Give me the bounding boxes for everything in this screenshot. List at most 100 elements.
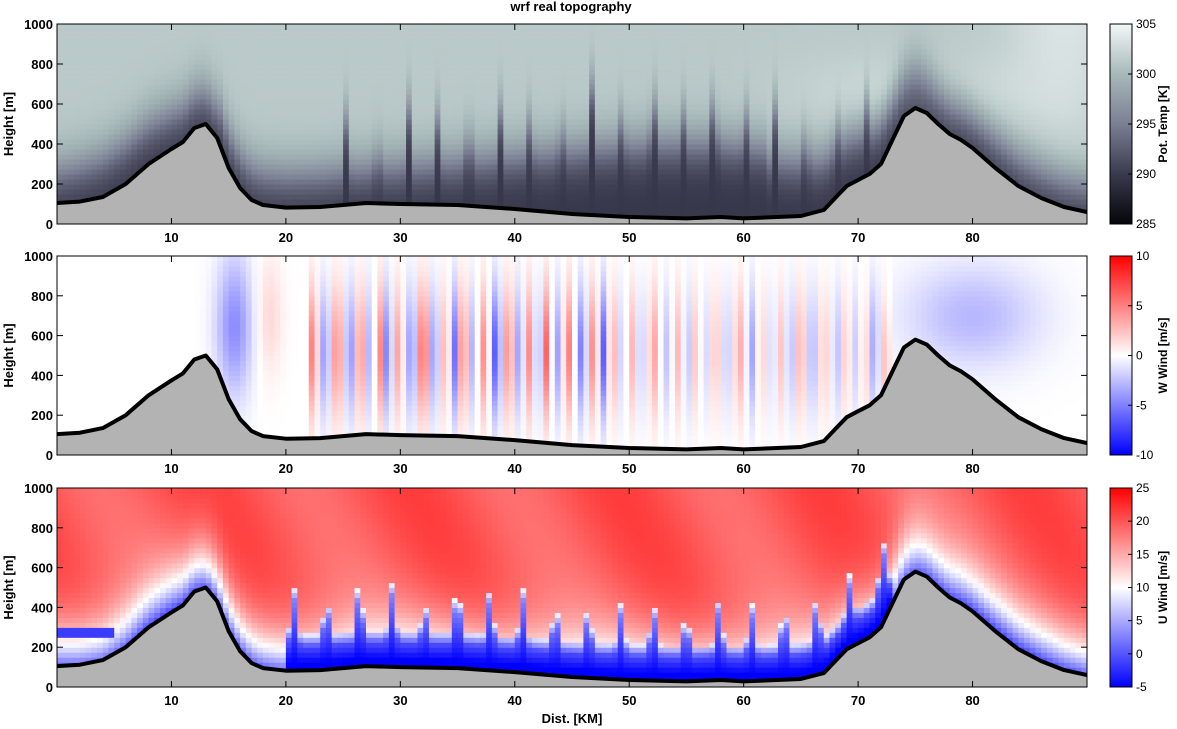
field-cell	[560, 114, 567, 120]
field-cell	[634, 59, 642, 65]
field-cell	[257, 119, 264, 125]
field-cell	[760, 104, 768, 110]
field-cell	[440, 54, 447, 60]
field-cell	[755, 134, 762, 140]
field-cell	[474, 154, 482, 160]
field-cell	[74, 134, 81, 140]
field-cell	[291, 154, 298, 160]
field-cell	[406, 99, 413, 105]
field-cell	[245, 39, 253, 45]
field-cell	[406, 159, 413, 165]
field-cell	[623, 159, 630, 165]
field-cell	[200, 29, 207, 35]
field-cell	[366, 174, 373, 180]
field-cell	[549, 119, 556, 125]
field-cell	[566, 164, 573, 170]
field-cell	[182, 34, 190, 40]
field-cell	[640, 169, 647, 175]
field-cell	[709, 144, 716, 150]
field-cell	[366, 59, 373, 65]
field-cell	[509, 129, 516, 135]
field-cell	[600, 209, 607, 215]
field-cell	[148, 49, 155, 55]
field-cell	[411, 59, 419, 65]
field-cell	[222, 134, 230, 140]
field-cell	[79, 194, 87, 200]
field-cell	[228, 164, 235, 170]
field-cell	[263, 179, 270, 185]
field-cell	[228, 79, 235, 85]
field-cell	[194, 109, 201, 115]
field-cell	[360, 34, 367, 40]
field-cell	[486, 124, 493, 130]
field-cell	[91, 24, 98, 30]
field-cell	[285, 99, 293, 105]
field-cell	[234, 24, 241, 30]
field-cell	[652, 69, 659, 75]
field-cell	[451, 49, 459, 55]
field-cell	[617, 94, 625, 100]
field-cell	[68, 114, 75, 120]
field-cell	[646, 184, 653, 190]
field-cell	[715, 109, 722, 115]
field-cell	[514, 99, 522, 105]
field-cell	[222, 29, 230, 35]
field-cell	[457, 114, 464, 120]
field-cell	[257, 104, 264, 110]
field-cell	[749, 164, 756, 170]
field-cell	[577, 139, 585, 145]
field-cell	[137, 64, 144, 70]
field-cell	[371, 129, 379, 135]
field-cell	[692, 179, 699, 185]
field-cell	[263, 49, 270, 55]
field-cell	[463, 64, 470, 70]
field-cell	[366, 144, 373, 150]
field-cell	[715, 29, 722, 35]
field-cell	[646, 174, 653, 180]
field-cell	[755, 34, 762, 40]
field-cell	[354, 169, 361, 175]
field-cell	[617, 179, 625, 185]
field-cell	[446, 84, 453, 90]
field-cell	[451, 134, 459, 140]
field-cell	[514, 114, 522, 120]
field-cell	[520, 194, 527, 200]
field-cell	[325, 194, 333, 200]
field-cell	[377, 109, 384, 115]
field-cell	[291, 34, 298, 40]
field-cell	[102, 84, 110, 90]
field-cell	[194, 29, 201, 35]
field-cell	[245, 54, 253, 60]
field-cell	[325, 89, 333, 95]
field-cell	[646, 84, 653, 90]
field-cell	[79, 124, 87, 130]
field-cell	[491, 114, 499, 120]
field-cell	[268, 194, 276, 200]
field-cell	[440, 114, 447, 120]
field-cell	[566, 144, 573, 150]
field-cell	[623, 149, 630, 155]
field-cell	[657, 34, 665, 40]
field-cell	[148, 44, 155, 50]
field-cell	[503, 89, 510, 95]
field-cell	[217, 104, 224, 110]
field-cell	[720, 164, 728, 170]
field-cell	[640, 124, 647, 130]
field-cell	[457, 174, 464, 180]
field-cell	[577, 119, 585, 125]
field-cell	[371, 54, 379, 60]
field-cell	[154, 54, 161, 60]
field-cell	[451, 194, 459, 200]
field-cell	[119, 164, 127, 170]
field-cell	[669, 164, 676, 170]
field-cell	[360, 84, 367, 90]
field-cell	[85, 59, 92, 65]
field-cell	[543, 114, 550, 120]
field-cell	[486, 94, 493, 100]
field-cell	[383, 24, 390, 30]
field-cell	[732, 154, 739, 160]
field-cell	[617, 164, 625, 170]
field-cell	[514, 119, 522, 125]
field-cell	[131, 129, 138, 135]
field-cell	[308, 194, 316, 200]
